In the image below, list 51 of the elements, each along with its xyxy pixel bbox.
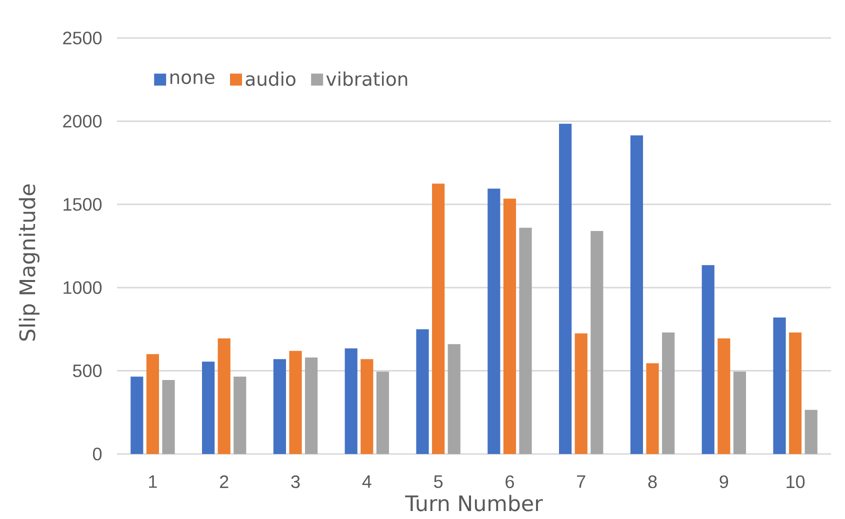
x-tick-label: 4 <box>362 475 372 488</box>
bar <box>234 376 246 454</box>
bar <box>503 198 516 454</box>
x-tick-label: 5 <box>434 475 443 488</box>
bar <box>773 318 786 454</box>
y-axis-title: Slip Magnitude <box>18 184 40 341</box>
y-tick-label: 1000 <box>64 281 102 294</box>
bar <box>702 265 714 454</box>
bar <box>559 124 572 454</box>
bar <box>646 363 659 454</box>
y-tick-label: 2000 <box>63 114 102 128</box>
bar <box>202 362 215 454</box>
x-axis-title: Turn Number <box>405 494 543 512</box>
bar <box>416 329 429 454</box>
bar <box>488 188 500 454</box>
y-tick-label: 1500 <box>64 198 102 211</box>
bar <box>162 380 175 454</box>
legend-label: none <box>170 73 214 84</box>
y-tick-label: 0 <box>92 448 102 460</box>
bar <box>218 338 230 454</box>
x-tick-label: 8 <box>648 475 657 488</box>
y-tick-label: 500 <box>72 364 102 378</box>
bar <box>630 135 644 454</box>
x-tick-label: 6 <box>506 475 514 488</box>
x-tick-label: 2 <box>220 475 228 488</box>
bar <box>662 332 675 454</box>
x-tick-label: 10 <box>786 475 805 488</box>
legend-label: vibration <box>326 72 408 86</box>
x-tick-label: 9 <box>720 475 728 488</box>
y-tick-label: 2500 <box>63 32 102 44</box>
legend-label: audio <box>246 72 296 86</box>
x-tick-label: 3 <box>291 475 300 488</box>
bar <box>432 184 445 454</box>
bar <box>718 338 730 454</box>
bar <box>289 350 302 454</box>
bar <box>376 372 390 454</box>
bar <box>804 410 818 454</box>
x-tick-label: 1 <box>149 475 157 488</box>
bar <box>448 344 460 454</box>
bar <box>519 228 532 454</box>
bar <box>360 359 374 454</box>
bar <box>344 348 358 454</box>
bar <box>273 359 286 454</box>
bar <box>789 332 802 454</box>
bar <box>130 376 144 454</box>
bar <box>146 354 160 454</box>
bar <box>574 333 588 454</box>
bar <box>305 357 318 454</box>
x-tick-label: 7 <box>577 475 586 488</box>
bar <box>733 372 746 454</box>
bar <box>590 231 604 454</box>
